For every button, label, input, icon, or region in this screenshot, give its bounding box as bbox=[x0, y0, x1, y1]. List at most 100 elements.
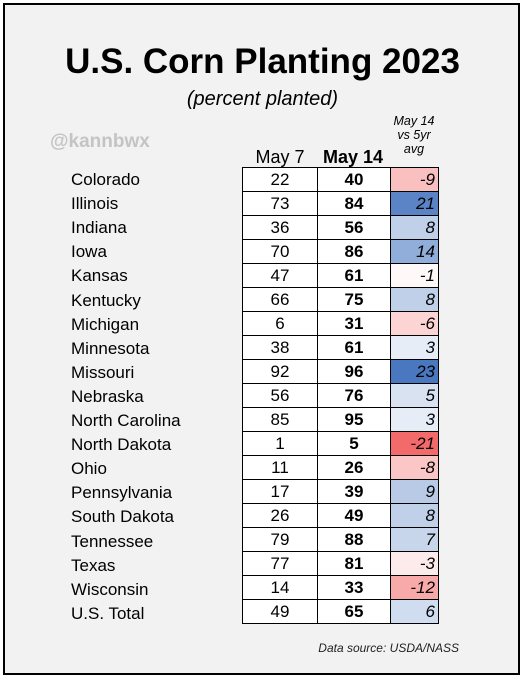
cell-may7: 79 bbox=[242, 527, 318, 552]
cell-may14: 76 bbox=[317, 383, 391, 408]
cell-may7: 56 bbox=[242, 383, 318, 408]
cell-may7: 36 bbox=[242, 215, 318, 240]
cell-may14: 81 bbox=[317, 551, 391, 576]
cell-may14: 61 bbox=[317, 263, 391, 288]
table-row: 11 26 -8 bbox=[242, 455, 439, 480]
cell-may14: 56 bbox=[317, 215, 391, 240]
cell-may14: 65 bbox=[317, 599, 391, 624]
state-label: U.S. Total bbox=[71, 603, 145, 623]
cell-vs-5yr: 14 bbox=[390, 239, 439, 264]
watermark-handle: @kannbwx bbox=[50, 131, 150, 152]
cell-vs-5yr: -12 bbox=[390, 575, 439, 600]
table-row: 14 33 -12 bbox=[242, 575, 439, 600]
cell-vs-5yr: 8 bbox=[390, 287, 439, 312]
cell-vs-5yr: 7 bbox=[390, 527, 439, 552]
cell-may14: 96 bbox=[317, 359, 391, 384]
data-source-note: Data source: USDA/NASS bbox=[318, 641, 459, 655]
cell-may7: 73 bbox=[242, 191, 318, 216]
cell-vs-5yr: 3 bbox=[390, 335, 439, 360]
table-row: 17 39 9 bbox=[242, 479, 439, 504]
column-header-vs-line: vs 5yr bbox=[397, 128, 431, 142]
cell-may7: 70 bbox=[242, 239, 318, 264]
cell-may14: 95 bbox=[317, 407, 391, 432]
cell-vs-5yr: 5 bbox=[390, 383, 439, 408]
cell-may14: 39 bbox=[317, 479, 391, 504]
cell-vs-5yr: 6 bbox=[390, 599, 439, 624]
cell-vs-5yr: -9 bbox=[390, 167, 439, 192]
cell-may14: 88 bbox=[317, 527, 391, 552]
table-row: 38 61 3 bbox=[242, 335, 439, 360]
state-label: Illinois bbox=[71, 194, 119, 214]
cell-may7: 85 bbox=[242, 407, 318, 432]
cell-may7: 92 bbox=[242, 359, 318, 384]
cell-may14: 84 bbox=[317, 191, 391, 216]
cell-may14: 33 bbox=[317, 575, 391, 600]
cell-may14: 49 bbox=[317, 503, 391, 528]
table-row: 70 86 14 bbox=[242, 239, 439, 264]
state-label: Iowa bbox=[71, 242, 107, 262]
state-label: North Carolina bbox=[71, 411, 181, 430]
cell-vs-5yr: 23 bbox=[390, 359, 439, 384]
column-header-vs-line: May 14 bbox=[393, 114, 435, 128]
cell-vs-5yr: -21 bbox=[390, 431, 439, 456]
table-row: 73 84 21 bbox=[242, 191, 439, 216]
state-label: Kansas bbox=[71, 266, 128, 286]
table-row: 26 49 8 bbox=[242, 503, 439, 528]
state-label: Kentucky bbox=[71, 290, 141, 310]
cell-may14: 26 bbox=[317, 455, 391, 480]
cell-may14: 31 bbox=[317, 311, 391, 336]
column-header-vs-5yr: May 14 vs 5yr avg bbox=[389, 114, 439, 156]
cell-may14: 86 bbox=[317, 239, 391, 264]
cell-vs-5yr: -1 bbox=[390, 263, 439, 288]
table-row: 79 88 7 bbox=[242, 527, 439, 552]
state-label: Michigan bbox=[71, 314, 140, 334]
cell-may14: 5 bbox=[317, 431, 391, 456]
table-row: 66 75 8 bbox=[242, 287, 439, 312]
column-header-may7: May 7 bbox=[255, 147, 305, 167]
column-header-may14: May 14 bbox=[322, 147, 384, 167]
cell-may7: 1 bbox=[242, 431, 318, 456]
cell-may7: 22 bbox=[242, 167, 318, 192]
cell-may7: 77 bbox=[242, 551, 318, 576]
state-label: Ohio bbox=[71, 459, 107, 479]
table-row: 49 65 6 bbox=[242, 599, 439, 624]
table-row: 56 76 5 bbox=[242, 383, 439, 408]
table-row: 77 81 -3 bbox=[242, 551, 439, 576]
chart-subtitle: (percent planted) bbox=[186, 88, 339, 110]
table-row: 47 61 -1 bbox=[242, 263, 439, 288]
cell-vs-5yr: 3 bbox=[390, 407, 439, 432]
state-label: South Dakota bbox=[71, 507, 175, 527]
state-label: Wisconsin bbox=[71, 579, 149, 599]
cell-may7: 17 bbox=[242, 479, 318, 504]
state-label: Nebraska bbox=[71, 386, 144, 406]
table-row: 92 96 23 bbox=[242, 359, 439, 384]
cell-may7: 14 bbox=[242, 575, 318, 600]
state-label: Texas bbox=[71, 555, 116, 575]
cell-may7: 49 bbox=[242, 599, 318, 624]
table-row: 6 31 -6 bbox=[242, 311, 439, 336]
cell-may14: 40 bbox=[317, 167, 391, 192]
table-row: 1 5 -21 bbox=[242, 431, 439, 456]
cell-vs-5yr: -3 bbox=[390, 551, 439, 576]
cell-vs-5yr: -8 bbox=[390, 455, 439, 480]
cell-may7: 66 bbox=[242, 287, 318, 312]
cell-vs-5yr: -6 bbox=[390, 311, 439, 336]
planting-table: 22 40 -9 73 84 21 36 56 8 70 86 14 47 61 -1 66 75 8 6 31 -6 3… bbox=[242, 167, 439, 624]
table-row: 22 40 -9 bbox=[242, 167, 439, 192]
state-label: North Dakota bbox=[71, 435, 172, 455]
state-label: Pennsylvania bbox=[71, 483, 173, 503]
table-row: 36 56 8 bbox=[242, 215, 439, 240]
cell-vs-5yr: 9 bbox=[390, 479, 439, 504]
cell-may7: 26 bbox=[242, 503, 318, 528]
table-row: 85 95 3 bbox=[242, 407, 439, 432]
chart-title: U.S. Corn Planting 2023 bbox=[65, 42, 460, 81]
state-label: Minnesota bbox=[71, 338, 150, 358]
cell-may7: 6 bbox=[242, 311, 318, 336]
state-label: Tennessee bbox=[71, 531, 154, 551]
state-label: Missouri bbox=[71, 362, 135, 382]
cell-may14: 61 bbox=[317, 335, 391, 360]
cell-may7: 38 bbox=[242, 335, 318, 360]
column-header-vs-line: avg bbox=[403, 142, 425, 156]
cell-may7: 47 bbox=[242, 263, 318, 288]
cell-vs-5yr: 8 bbox=[390, 503, 439, 528]
